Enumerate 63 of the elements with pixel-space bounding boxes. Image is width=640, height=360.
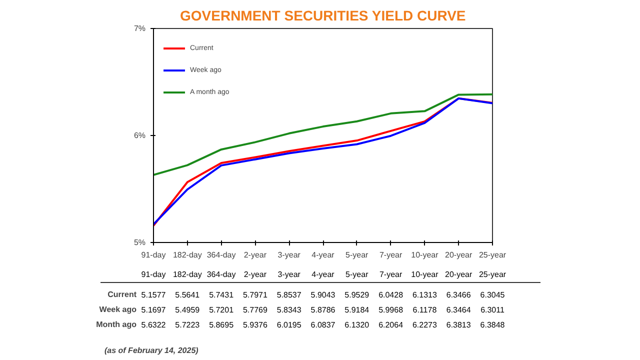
chart-title: GOVERNMENT SECURITIES YIELD CURVE — [180, 8, 466, 24]
data-label: 5.9529 — [344, 290, 370, 300]
text: (as of February 14, 2025) — [104, 346, 199, 355]
data-label: 5.8786 — [310, 306, 336, 314]
data-label: 5.5641 — [175, 290, 200, 300]
x-tick-label: 4-year — [312, 250, 335, 260]
data-label: 5.6322 — [141, 320, 166, 330]
category-label: 2-year — [244, 270, 267, 279]
x-tick-label: 25-year — [478, 250, 506, 260]
y-tick-label: 5% — [134, 238, 146, 247]
data-label: 6.0837 — [310, 320, 336, 330]
data-label: 6.3848 — [480, 320, 506, 330]
data-label: 5.9184 — [344, 306, 370, 314]
data-label: 5.7769 — [242, 306, 268, 314]
text: Month ago — [96, 320, 137, 329]
data-label: 5.4959 — [175, 306, 200, 314]
data-label: 5.9043 — [310, 290, 336, 300]
y-tick-label: 7% — [134, 24, 146, 33]
data-label: 5.7971 — [242, 290, 268, 300]
data-label: 5.8537 — [276, 290, 302, 300]
x-tick-label: 2-year — [244, 250, 267, 260]
data-label: 6.0428 — [378, 290, 404, 300]
category-label: 3-year — [278, 270, 300, 279]
x-tick-label: 20-year — [445, 250, 472, 260]
category-label: 4-year — [312, 270, 334, 279]
category-label: 20-year — [445, 270, 472, 279]
category-label: 91-day — [141, 270, 166, 279]
data-label: 5.8343 — [276, 306, 302, 314]
data-label: 6.3813 — [446, 320, 472, 330]
x-tick-label: 364-day — [206, 250, 236, 260]
x-tick-label: 91-day — [141, 250, 166, 260]
x-tick-label: 10-year — [411, 250, 439, 260]
text: Current — [108, 290, 137, 299]
category-label: 182-day — [172, 270, 202, 279]
data-label: 5.8695 — [209, 320, 234, 330]
x-tick-label: 182-day — [172, 250, 202, 260]
data-label: 6.3045 — [480, 290, 506, 300]
data-label: 6.2064 — [378, 320, 404, 330]
category-label: 5-year — [346, 270, 368, 279]
y-tick-label: 6% — [134, 131, 146, 140]
data-label: 6.3464 — [446, 306, 472, 314]
data-label: 5.7223 — [175, 320, 200, 330]
data-label: 6.3011 — [480, 306, 505, 314]
data-label: 5.1577 — [141, 290, 166, 300]
data-label: 6.1313 — [412, 290, 438, 300]
data-label: 6.2273 — [412, 320, 438, 330]
data-label: 5.7431 — [209, 290, 234, 300]
data-label: 6.1178 — [412, 306, 438, 314]
x-tick-label: 3-year — [278, 250, 301, 260]
text: Week ago — [99, 305, 137, 314]
x-tick-label: 5-year — [346, 250, 369, 260]
data-label: 6.3466 — [446, 290, 472, 300]
category-label: 7-year — [379, 270, 402, 279]
x-tick-label: 7-year — [379, 250, 402, 260]
data-label: 6.0195 — [276, 320, 302, 330]
category-label: 364-day — [206, 270, 236, 279]
data-label: 5.1697 — [141, 306, 166, 314]
data-label: 5.9968 — [378, 306, 404, 314]
data-label: 5.9376 — [242, 320, 268, 330]
category-label: 25-year — [478, 270, 506, 279]
category-label: 10-year — [411, 270, 438, 279]
data-label: 6.1320 — [344, 320, 370, 330]
data-label: 5.7201 — [209, 306, 234, 314]
